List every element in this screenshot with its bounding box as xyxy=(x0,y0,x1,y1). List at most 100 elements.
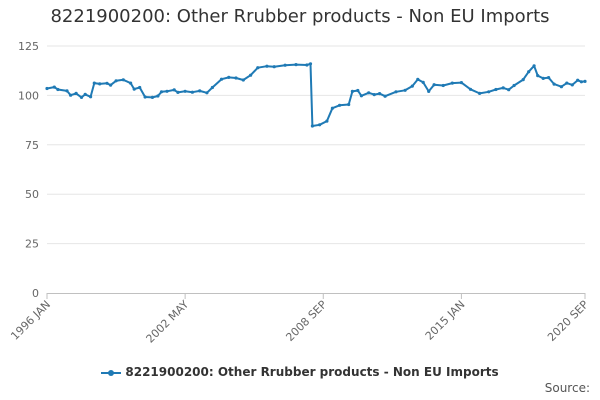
data-point[interactable] xyxy=(378,92,382,96)
y-tick-labels: 0 25 50 75 100 125 xyxy=(18,40,39,300)
legend-label: 8221900200: Other Rrubber products - Non… xyxy=(125,365,499,379)
data-point[interactable] xyxy=(427,89,431,93)
data-point[interactable] xyxy=(65,89,69,93)
data-point[interactable] xyxy=(501,86,505,90)
data-point[interactable] xyxy=(478,91,482,95)
data-point[interactable] xyxy=(541,76,545,80)
source-label: Source: xyxy=(544,381,590,395)
data-point[interactable] xyxy=(83,92,87,96)
data-point[interactable] xyxy=(121,78,125,82)
data-point[interactable] xyxy=(74,91,78,95)
data-point[interactable] xyxy=(565,81,569,85)
data-point[interactable] xyxy=(92,81,96,85)
data-point[interactable] xyxy=(109,83,113,87)
data-point[interactable] xyxy=(283,63,287,67)
data-point[interactable] xyxy=(403,88,407,92)
data-point[interactable] xyxy=(159,90,164,94)
data-point[interactable] xyxy=(416,77,420,81)
data-point[interactable] xyxy=(318,123,322,127)
data-point[interactable] xyxy=(507,88,511,92)
data-point[interactable] xyxy=(52,85,56,89)
x-tick-label: 1996 JAN xyxy=(8,298,53,343)
data-point[interactable] xyxy=(249,73,253,77)
data-point[interactable] xyxy=(330,106,334,110)
data-point[interactable] xyxy=(356,88,360,93)
data-point[interactable] xyxy=(536,74,540,78)
data-point[interactable] xyxy=(256,66,260,70)
data-point[interactable] xyxy=(450,81,454,85)
data-point[interactable] xyxy=(532,64,536,68)
data-point[interactable] xyxy=(359,94,363,98)
x-tick-label: 2020 SEP xyxy=(545,298,591,344)
data-point[interactable] xyxy=(210,85,214,90)
data-point[interactable] xyxy=(487,90,491,94)
data-point[interactable] xyxy=(547,76,551,80)
data-point[interactable] xyxy=(305,63,309,67)
data-point[interactable] xyxy=(165,89,169,93)
data-point[interactable] xyxy=(579,80,584,84)
data-point[interactable] xyxy=(310,124,314,128)
x-tick-labels: 1996 JAN 2002 MAY 2008 SEP 2015 JAN 2020 SEP xyxy=(8,293,591,346)
data-point[interactable] xyxy=(114,79,118,83)
data-point[interactable] xyxy=(325,119,329,123)
data-point[interactable] xyxy=(150,95,154,99)
data-point[interactable] xyxy=(468,87,473,91)
data-point[interactable] xyxy=(172,88,176,92)
data-point[interactable] xyxy=(219,77,224,81)
data-point[interactable] xyxy=(227,75,231,79)
y-tick-label: 50 xyxy=(25,188,39,201)
data-point[interactable] xyxy=(432,83,436,87)
data-point[interactable] xyxy=(79,95,84,99)
data-point[interactable] xyxy=(527,70,531,74)
x-tick-label: 2015 JAN xyxy=(423,298,468,343)
data-point[interactable] xyxy=(512,83,516,88)
data-point[interactable] xyxy=(338,103,342,107)
y-tick-label: 0 xyxy=(32,287,39,300)
data-point[interactable] xyxy=(183,89,187,93)
data-point[interactable] xyxy=(347,102,351,107)
data-point[interactable] xyxy=(69,93,73,97)
legend[interactable]: 8221900200: Other Rrubber products - Non… xyxy=(0,365,600,379)
data-point[interactable] xyxy=(190,90,194,94)
data-point[interactable] xyxy=(89,95,93,99)
data-point[interactable] xyxy=(494,87,498,92)
data-point[interactable] xyxy=(272,65,276,69)
data-point[interactable] xyxy=(234,76,238,80)
data-point[interactable] xyxy=(559,85,564,89)
data-point[interactable] xyxy=(205,91,209,95)
data-point[interactable] xyxy=(441,83,445,88)
data-point[interactable] xyxy=(570,83,574,87)
data-point[interactable] xyxy=(372,93,376,97)
data-point[interactable] xyxy=(367,91,371,95)
data-point[interactable] xyxy=(138,85,142,90)
x-tick-label: 2002 MAY xyxy=(144,298,192,346)
data-point[interactable] xyxy=(98,82,102,86)
data-point[interactable] xyxy=(56,87,60,92)
data-point[interactable] xyxy=(552,82,556,86)
data-point[interactable] xyxy=(198,89,202,93)
data-point[interactable] xyxy=(394,90,398,94)
data-point[interactable] xyxy=(156,94,160,98)
data-point[interactable] xyxy=(129,81,133,85)
data-point[interactable] xyxy=(576,78,580,82)
data-point[interactable] xyxy=(241,78,245,82)
legend-swatch xyxy=(101,369,122,376)
data-point[interactable] xyxy=(410,84,414,88)
data-point[interactable] xyxy=(143,95,147,99)
data-point[interactable] xyxy=(294,63,298,67)
data-point[interactable] xyxy=(45,86,49,91)
series-group xyxy=(45,62,587,128)
data-point[interactable] xyxy=(308,62,313,66)
data-point[interactable] xyxy=(521,78,525,82)
data-point[interactable] xyxy=(459,81,463,85)
data-point[interactable] xyxy=(350,89,354,93)
data-point[interactable] xyxy=(383,94,387,98)
data-point[interactable] xyxy=(421,80,425,84)
data-point[interactable] xyxy=(132,87,136,91)
data-point[interactable] xyxy=(583,79,587,83)
data-point[interactable] xyxy=(265,64,269,68)
data-point[interactable] xyxy=(176,90,180,94)
x-tick-label: 2008 SEP xyxy=(283,298,329,344)
data-point[interactable] xyxy=(105,81,109,85)
